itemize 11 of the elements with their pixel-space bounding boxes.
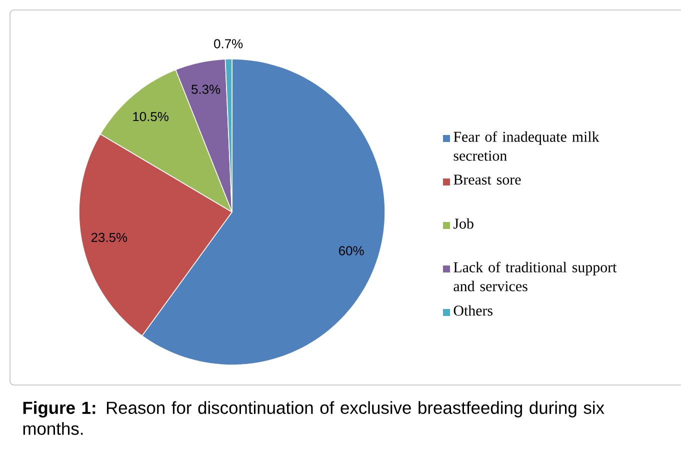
chart-title: Figure 1: Reason for discontinuation of exclusive breastfeeding during six months. [23,401,604,435]
legend-label: Others [454,305,492,316]
data-label: 23.5% [91,232,128,242]
legend-label: Lack of traditional support and services [454,262,617,292]
data-label: 60% [339,246,364,256]
legend-label: Fear of inadequate milk secretion [454,131,600,161]
data-label: 10.5% [133,112,168,122]
legend-label: Job [454,218,474,229]
legend-label: Breast sore [454,174,521,185]
data-label: 0.7% [214,39,243,48]
data-label: 5.3% [192,84,220,94]
